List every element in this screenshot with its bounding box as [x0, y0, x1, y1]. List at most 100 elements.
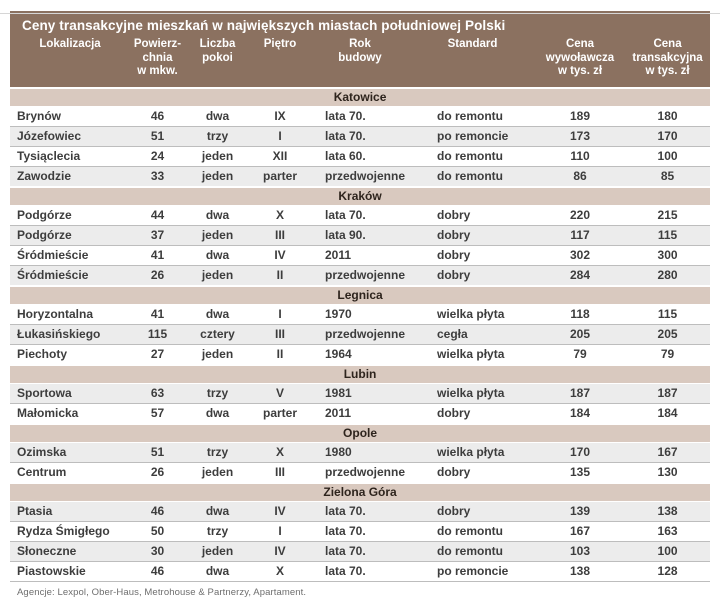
table-cell: wielka płyta [410, 304, 535, 325]
table-cell: 2011 [310, 403, 410, 425]
table-cell: 135 [535, 462, 625, 484]
table-cell: 163 [625, 521, 711, 542]
table-row: Sportowa 63 trzy V 1981 wielka płyta 187 187 [10, 383, 711, 404]
table-cell: 115 [625, 304, 711, 325]
table-cell: V [250, 383, 310, 404]
table-cell: do remontu [410, 106, 535, 127]
table-cell: 115 [130, 324, 185, 345]
table-cell: 51 [130, 126, 185, 147]
table-cell: Piastowskie [10, 561, 130, 582]
table-cell: 167 [625, 442, 711, 463]
table-row: Małomicka 57 dwa parter 2011 dobry 184 184 [10, 403, 711, 425]
table-cell: 173 [535, 126, 625, 147]
table-cell: I [250, 126, 310, 147]
table-cell: 79 [625, 344, 711, 366]
table-cell: Ptasia [10, 501, 130, 522]
section-header-row: Lubin [10, 363, 711, 384]
table-cell: I [250, 304, 310, 325]
table-cell: 302 [535, 245, 625, 266]
table-cell: przedwojenne [310, 265, 410, 287]
table-cell: trzy [185, 383, 250, 404]
col-header-standard: Standard [410, 35, 535, 88]
table-row: Zawodzie 33 jeden parter przedwojenne do remo… [10, 166, 711, 188]
table-header: Ceny transakcyjne mieszkań w największyc… [10, 11, 711, 88]
section-city-label: Opole [10, 422, 711, 443]
table-cell: 184 [625, 403, 711, 425]
table-row: Śródmieście 26 jeden II przedwojenne dobry 284… [10, 265, 711, 287]
table-cell: przedwojenne [310, 324, 410, 345]
table-cell: 46 [130, 561, 185, 582]
table-cell: IX [250, 106, 310, 127]
top-divider [0, 13, 720, 14]
table-cell: II [250, 265, 310, 287]
table-row: Łukasińskiego 115 cztery III przedwojenne ceg… [10, 324, 711, 345]
table-cell: 27 [130, 344, 185, 366]
table-cell: 33 [130, 166, 185, 188]
table-cell: 115 [625, 225, 711, 246]
table-row: Centrum 26 jeden III przedwojenne dobry 135 130 [10, 462, 711, 484]
table-cell: dobry [410, 225, 535, 246]
table-row: Ptasia 46 dwa IV lata 70. dobry 139 138 [10, 501, 711, 522]
table-cell: jeden [185, 225, 250, 246]
section-header-row: Opole [10, 422, 711, 443]
table-row: Horyzontalna 41 dwa I 1970 wielka płyta 118 115 [10, 304, 711, 325]
table-cell: 2011 [310, 245, 410, 266]
table-cell: Małomicka [10, 403, 130, 425]
table-cell: dobry [410, 403, 535, 425]
table-cell: 205 [625, 324, 711, 345]
table-cell: XII [250, 146, 310, 167]
col-header-cena-wywolawcza: Cena wywoławcza w tys. zł [535, 35, 625, 88]
table-cell: 138 [625, 501, 711, 522]
table-cell: 24 [130, 146, 185, 167]
section-header-row: Kraków [10, 185, 711, 206]
table-cell: 50 [130, 521, 185, 542]
table-cell: 100 [625, 541, 711, 562]
table-cell: 85 [625, 166, 711, 188]
table-cell: dwa [185, 501, 250, 522]
table-cell: IV [250, 245, 310, 266]
table-cell: 215 [625, 205, 711, 226]
section-city-label: Lubin [10, 363, 711, 384]
table-cell: X [250, 205, 310, 226]
table-cell: dwa [185, 245, 250, 266]
table-cell: X [250, 442, 310, 463]
col-header-liczba-pokoi: Liczba pokoi [185, 35, 250, 88]
table-cell: Rydza Śmigłego [10, 521, 130, 542]
table-cell: lata 70. [310, 541, 410, 562]
table-cell: lata 70. [310, 205, 410, 226]
col-header-rok-budowy: Rok budowy [310, 35, 410, 88]
table-cell: 26 [130, 265, 185, 287]
table-row: Brynów 46 dwa IX lata 70. do remontu 189 180 [10, 106, 711, 127]
table-cell: 284 [535, 265, 625, 287]
price-table: Ceny transakcyjne mieszkań w największyc… [10, 11, 711, 582]
table-cell: 26 [130, 462, 185, 484]
table-cell: II [250, 344, 310, 366]
section-header-row: Legnica [10, 284, 711, 305]
table-cell: dobry [410, 501, 535, 522]
table-cell: dobry [410, 205, 535, 226]
table-cell: 103 [535, 541, 625, 562]
table-cell: jeden [185, 541, 250, 562]
table-cell: III [250, 462, 310, 484]
table-title: Ceny transakcyjne mieszkań w największyc… [10, 11, 711, 35]
table-cell: do remontu [410, 541, 535, 562]
table-cell: 1970 [310, 304, 410, 325]
col-header-powierzchnia: Powierz- chnia w mkw. [130, 35, 185, 88]
table-cell: trzy [185, 521, 250, 542]
table-cell: 139 [535, 501, 625, 522]
table-cell: 170 [535, 442, 625, 463]
table-cell: lata 90. [310, 225, 410, 246]
section-city-label: Kraków [10, 185, 711, 206]
table-cell: dwa [185, 561, 250, 582]
table-cell: 86 [535, 166, 625, 188]
table-cell: X [250, 561, 310, 582]
table-cell: 189 [535, 106, 625, 127]
table-cell: dwa [185, 403, 250, 425]
table-cell: 57 [130, 403, 185, 425]
table-cell: IV [250, 501, 310, 522]
table-row: Śródmieście 41 dwa IV 2011 dobry 302 300 [10, 245, 711, 266]
table-cell: 187 [535, 383, 625, 404]
table-cell: Słoneczne [10, 541, 130, 562]
section-header-row: Katowice [10, 86, 711, 107]
